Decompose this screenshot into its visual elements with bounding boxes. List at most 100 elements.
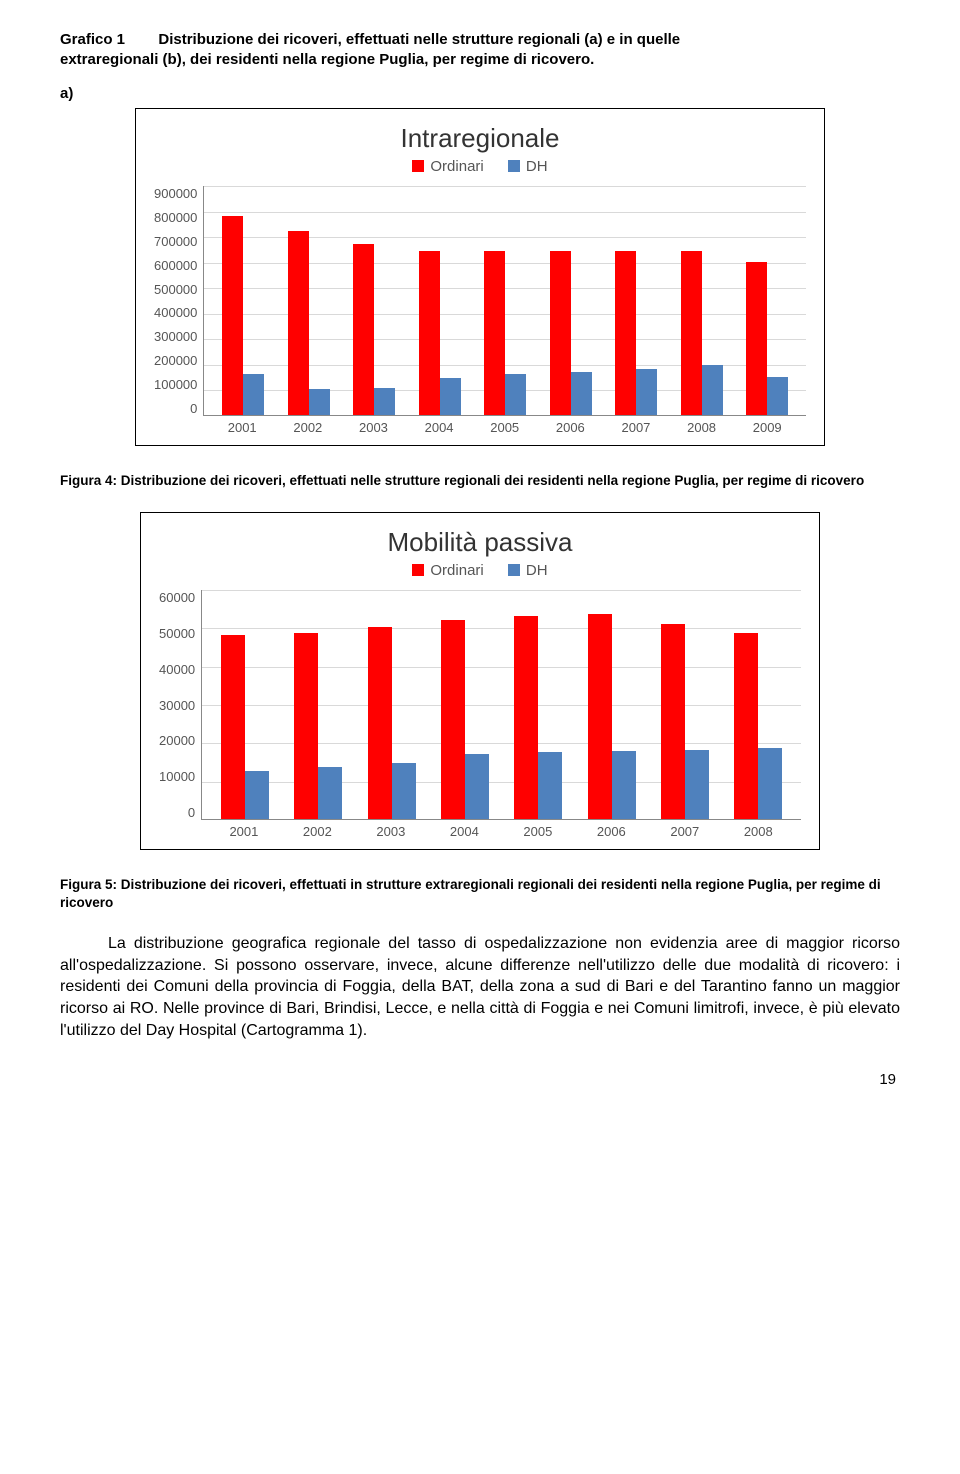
bar-ordinari [734, 633, 758, 819]
bar-dh [612, 751, 636, 819]
legend-label-ordinari: Ordinari [430, 562, 483, 579]
x-tick: 2007 [603, 420, 669, 435]
grafico-heading: Grafico 1 Distribuzione dei ricoveri, ef… [60, 30, 900, 71]
bar-dh [505, 374, 526, 415]
y-tick: 20000 [159, 733, 195, 748]
bar-dh [309, 389, 330, 415]
x-tick: 2008 [722, 824, 795, 839]
y-tick: 500000 [154, 282, 197, 297]
x-tick: 2003 [354, 824, 427, 839]
bar-dh [702, 365, 723, 415]
x-tick: 2006 [575, 824, 648, 839]
x-axis: 200120022003200420052006200720082009 [203, 416, 806, 435]
x-tick: 2006 [538, 420, 604, 435]
x-tick: 2004 [406, 420, 472, 435]
bar-ordinari [484, 251, 505, 415]
bar-ordinari [294, 633, 318, 819]
bar-group [208, 590, 281, 819]
bar-group [575, 590, 648, 819]
y-tick: 30000 [159, 698, 195, 713]
bar-group [282, 590, 355, 819]
panel-a-label: a) [60, 85, 900, 102]
bar-group [472, 186, 538, 415]
chart-mobilita-passiva: Mobilità passiva Ordinari DH 60000500004… [140, 512, 820, 851]
grafico-text-2: extraregionali (b), dei residenti nella … [60, 51, 594, 68]
x-tick: 2001 [209, 420, 275, 435]
bar-group [603, 186, 669, 415]
bar-ordinari [514, 616, 538, 819]
chart-intraregionale: Intraregionale Ordinari DH 900000 800000 7… [135, 108, 825, 447]
x-tick: 2003 [341, 420, 407, 435]
bar-ordinari [441, 620, 465, 819]
bar-group [502, 590, 575, 819]
x-tick: 2007 [648, 824, 721, 839]
legend-dh: DH [508, 158, 548, 175]
y-tick: 10000 [159, 769, 195, 784]
bar-group [538, 186, 604, 415]
legend-ordinari: Ordinari [412, 158, 483, 175]
bar-dh [245, 771, 269, 819]
body-paragraph: La distribuzione geografica regionale de… [60, 933, 900, 1041]
bar-dh [758, 748, 782, 819]
bar-dh [318, 767, 342, 819]
bar-group [210, 186, 276, 415]
bar-ordinari [368, 627, 392, 819]
x-tick: 2001 [207, 824, 280, 839]
bar-group [648, 590, 721, 819]
y-tick: 60000 [159, 590, 195, 605]
y-tick: 0 [190, 401, 197, 416]
legend-swatch-dh [508, 564, 520, 576]
bar-ordinari [661, 624, 685, 820]
y-tick: 400000 [154, 305, 197, 320]
y-axis: 6000050000400003000020000100000 [159, 590, 201, 820]
legend-label-ordinari: Ordinari [430, 158, 483, 175]
x-tick: 2008 [669, 420, 735, 435]
bar-group [735, 186, 801, 415]
x-axis: 20012002200320042005200620072008 [201, 820, 801, 839]
y-tick: 100000 [154, 377, 197, 392]
legend-swatch-dh [508, 160, 520, 172]
legend-label-dh: DH [526, 562, 548, 579]
bar-dh [767, 377, 788, 415]
bar-group [722, 590, 795, 819]
chart-title: Mobilità passiva [159, 527, 801, 558]
y-tick: 200000 [154, 353, 197, 368]
x-tick: 2002 [281, 824, 354, 839]
y-tick: 600000 [154, 258, 197, 273]
figure-4-caption: Figura 4: Distribuzione dei ricoveri, ef… [60, 472, 900, 490]
bar-ordinari [588, 614, 612, 819]
x-tick: 2004 [428, 824, 501, 839]
bar-dh [465, 754, 489, 819]
bar-ordinari [222, 216, 243, 415]
chart-legend: Ordinari DH [159, 562, 801, 581]
legend-dh: DH [508, 562, 548, 579]
bar-ordinari [615, 251, 636, 415]
x-tick: 2002 [275, 420, 341, 435]
plot-area [203, 186, 806, 416]
bar-dh [571, 372, 592, 415]
y-tick: 50000 [159, 626, 195, 641]
chart-title: Intraregionale [154, 123, 806, 154]
grafico-text-1: Distribuzione dei ricoveri, effettuati n… [158, 31, 680, 48]
x-tick: 2005 [472, 420, 538, 435]
y-tick: 900000 [154, 186, 197, 201]
y-tick: 300000 [154, 329, 197, 344]
legend-label-dh: DH [526, 158, 548, 175]
y-tick: 800000 [154, 210, 197, 225]
bar-ordinari [746, 262, 767, 415]
bar-group [669, 186, 735, 415]
bar-dh [440, 378, 461, 415]
bar-dh [392, 763, 416, 819]
x-tick: 2009 [734, 420, 800, 435]
bar-group [355, 590, 428, 819]
y-tick: 700000 [154, 234, 197, 249]
bar-ordinari [419, 251, 440, 415]
plot-area [201, 590, 801, 820]
chart-legend: Ordinari DH [154, 158, 806, 177]
bar-dh [636, 369, 657, 415]
bar-ordinari [221, 635, 245, 819]
bar-group [276, 186, 342, 415]
bar-ordinari [550, 251, 571, 415]
figure-5-caption: Figura 5: Distribuzione dei ricoveri, ef… [60, 876, 900, 911]
legend-swatch-ordinari [412, 564, 424, 576]
